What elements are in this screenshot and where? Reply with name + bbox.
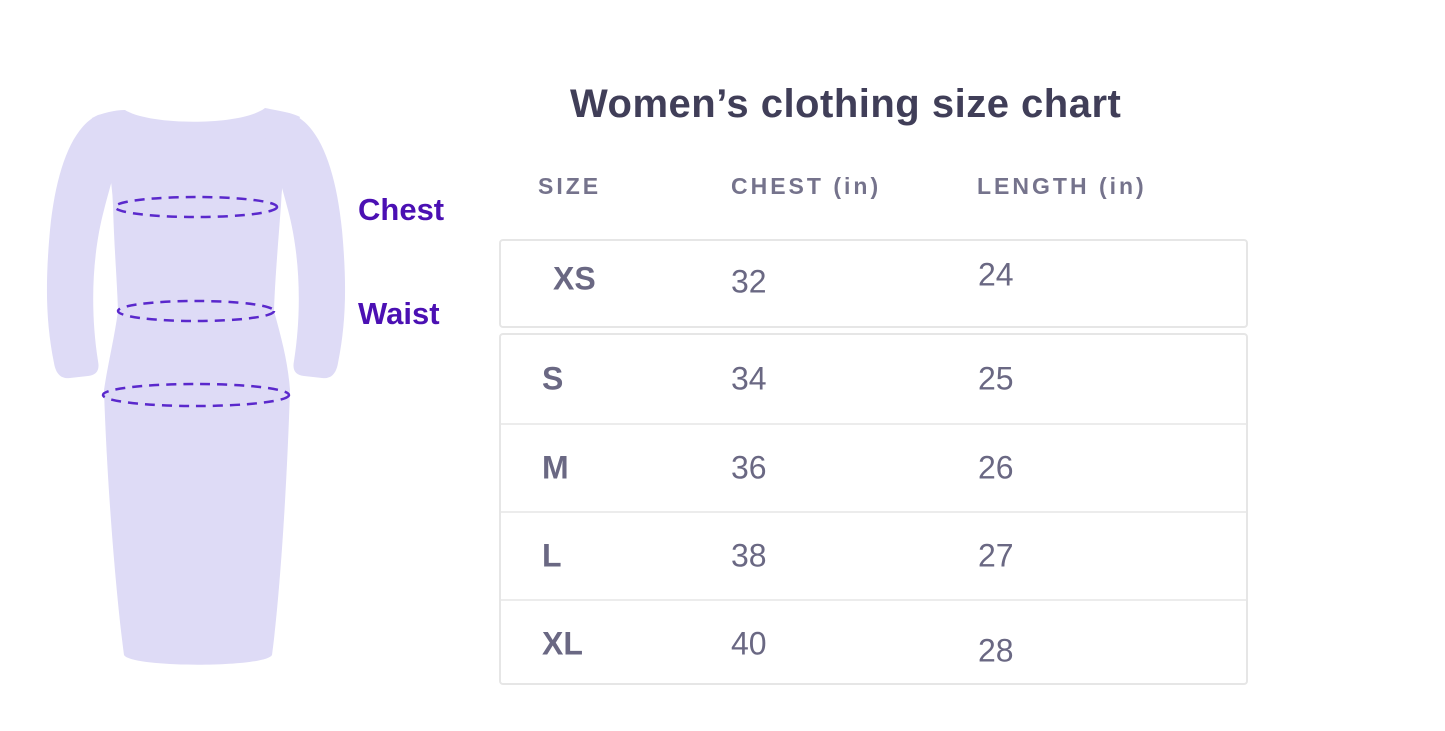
- length-cell: 26: [978, 449, 1014, 486]
- table-header-row: SIZE CHEST (in) LENGTH (in): [0, 173, 1445, 203]
- dress-right-sleeve-shape: [264, 111, 346, 379]
- table-row: XS 32 24: [501, 241, 1246, 326]
- hip-measurement-ellipse: [101, 382, 291, 408]
- size-cell: S: [542, 360, 564, 397]
- chest-cell: 36: [731, 449, 767, 486]
- length-cell: 25: [978, 360, 1014, 397]
- table-row: L 38 27: [501, 511, 1246, 599]
- table-row: M 36 26: [501, 423, 1246, 511]
- size-table-box-main: S 34 25 M 36 26 L 38 27 XL 40 28: [499, 333, 1248, 685]
- size-cell: M: [542, 449, 569, 486]
- size-cell: XS: [553, 260, 596, 296]
- chest-cell: 40: [731, 625, 767, 662]
- chest-label: Chest: [358, 192, 445, 227]
- chest-cell: 38: [731, 537, 767, 574]
- dress-left-sleeve-shape: [46, 111, 128, 379]
- page-title: Women’s clothing size chart: [570, 82, 1122, 126]
- table-row: S 34 25: [501, 335, 1246, 423]
- size-table-box-xs: XS 32 24: [499, 239, 1248, 328]
- length-cell: 27: [978, 537, 1014, 574]
- length-cell: 24: [978, 256, 1014, 292]
- column-header-size: SIZE: [538, 173, 602, 199]
- length-cell: 28: [978, 632, 1014, 669]
- column-header-chest: CHEST (in): [731, 173, 882, 199]
- column-header-length: LENGTH (in): [977, 173, 1147, 199]
- chest-measurement-ellipse: [113, 195, 279, 219]
- dress-illustration: [46, 108, 346, 665]
- chest-cell: 32: [731, 263, 767, 299]
- table-row: XL 40 28: [501, 599, 1246, 687]
- waist-measurement-ellipse: [116, 299, 276, 323]
- waist-label: Waist: [358, 296, 440, 331]
- size-cell: XL: [542, 625, 583, 662]
- dress-body-shape: [92, 108, 300, 665]
- size-cell: L: [542, 537, 562, 574]
- chest-cell: 34: [731, 360, 767, 397]
